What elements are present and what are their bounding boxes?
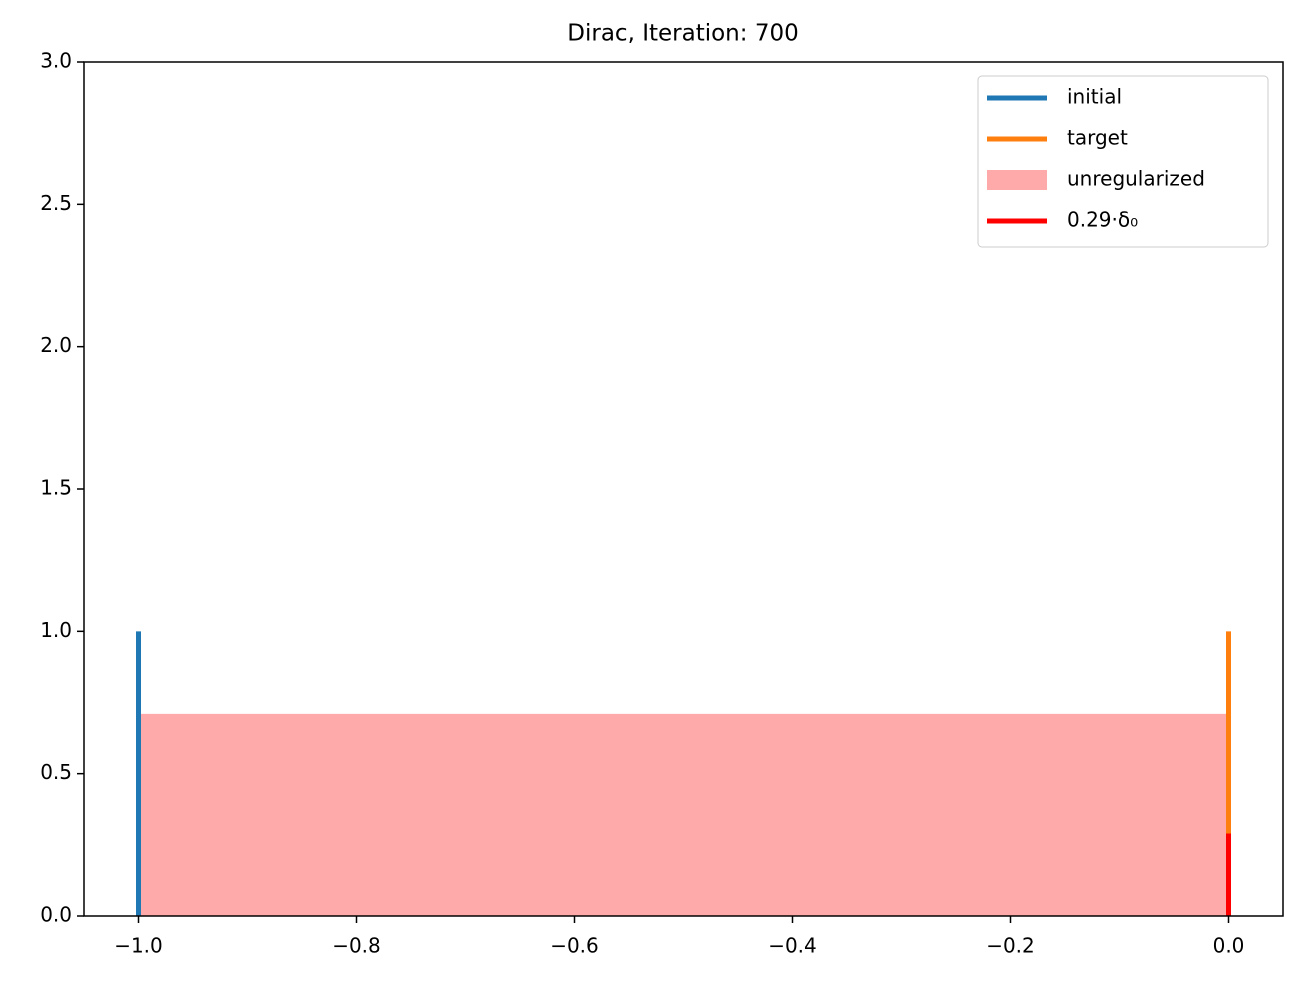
y-tick-label: 0.5	[40, 760, 72, 784]
y-tick-label: 1.0	[40, 618, 72, 642]
legend-label: 0.29·δ₀	[1067, 208, 1138, 232]
legend-label: unregularized	[1067, 167, 1205, 191]
y-tick-label: 0.0	[40, 903, 72, 927]
legend-label: initial	[1067, 85, 1122, 109]
x-tick-label: −0.4	[768, 934, 817, 958]
y-tick-label: 2.5	[40, 191, 72, 215]
legend-box	[977, 75, 1269, 248]
y-tick-label: 3.0	[40, 49, 72, 73]
y-tick-label: 1.5	[40, 476, 72, 500]
legend-label: target	[1067, 126, 1128, 150]
y-tick-label: 2.0	[40, 333, 72, 357]
x-tick-label: −0.2	[986, 934, 1035, 958]
x-tick-label: −1.0	[114, 934, 163, 958]
chart-title: Dirac, Iteration: 700	[567, 21, 798, 47]
x-tick-label: 0.0	[1213, 934, 1245, 958]
x-tick-label: −0.8	[332, 934, 381, 958]
area	[138, 713, 1229, 916]
x-tick-label: −0.6	[550, 934, 599, 958]
legend-swatch	[987, 170, 1047, 190]
